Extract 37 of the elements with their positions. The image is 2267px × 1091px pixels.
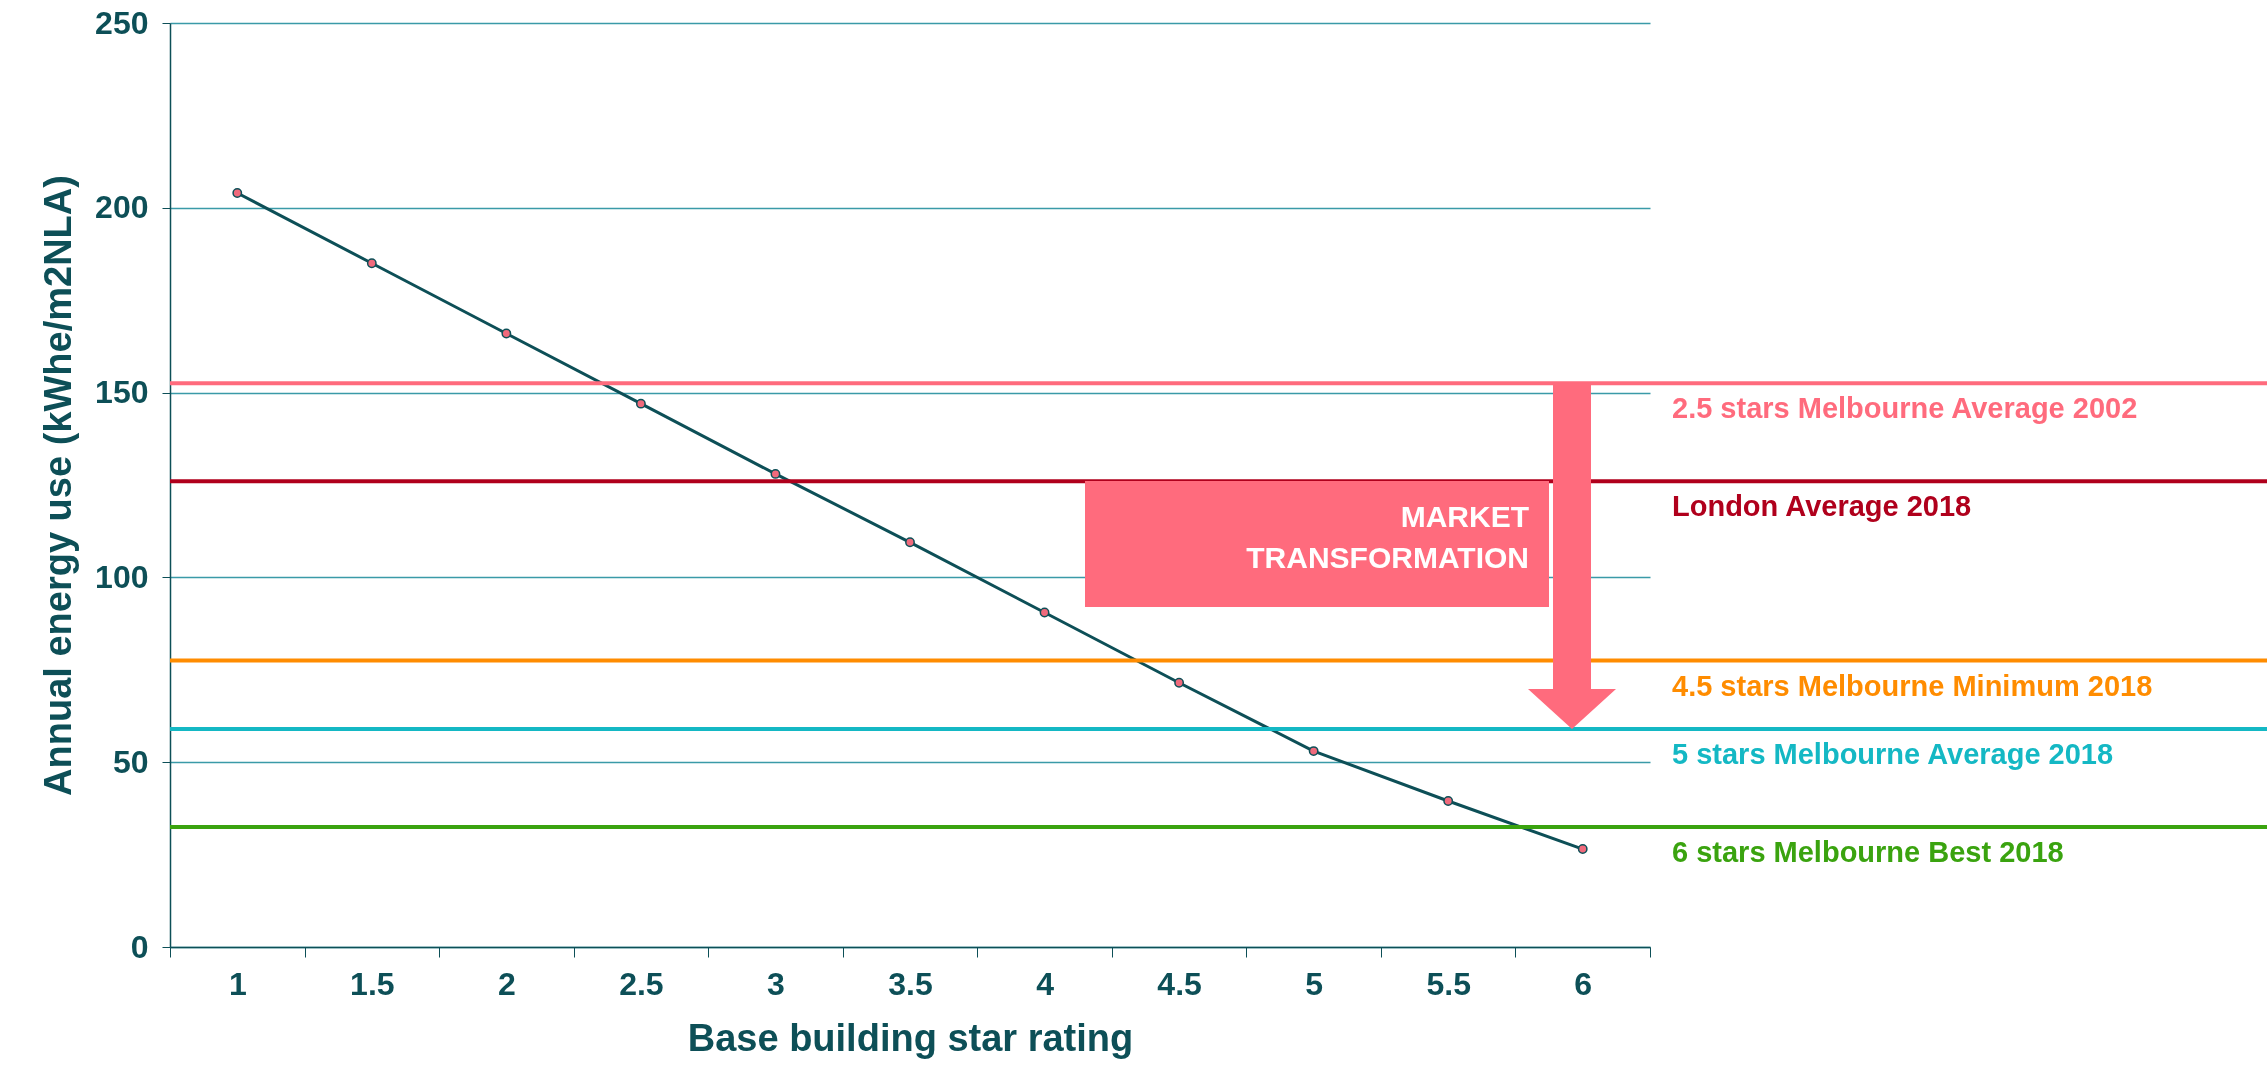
annotation: MARKET TRANSFORMATION [1245, 499, 1529, 576]
x-tick-label: 4 [1036, 965, 1055, 1002]
x-tick-label: 3 [767, 965, 785, 1002]
ref-line-label: 2.5 stars Melbourne Average 2002 [1672, 392, 2138, 425]
point [232, 188, 243, 198]
y-tick-label: 250 [95, 4, 149, 41]
x-tick-label: 1.5 [350, 965, 395, 1002]
ref-line-label: 5 stars Melbourne Average 2018 [1672, 737, 2114, 770]
point [905, 537, 915, 548]
point [1443, 796, 1454, 806]
x-tick-label: 5 [1305, 965, 1324, 1002]
point [635, 398, 646, 409]
point [1577, 844, 1588, 854]
ref-line-label: 6 stars Melbourne Best 2018 [1672, 835, 2064, 868]
x-tick-label: 2.5 [619, 965, 664, 1002]
x-tick-label: 4.5 [1157, 965, 1202, 1002]
ref-line-label: London Average 2018 [1672, 490, 1972, 523]
point [501, 328, 512, 339]
point [1174, 677, 1185, 688]
point [770, 468, 781, 479]
x-axis-title: Base building star rating [687, 1016, 1134, 1059]
ref-line-label: 4.5 stars Melbourne Minimum 2018 [1672, 669, 2153, 702]
label-box: MARKET TRANSFORMATION [1085, 481, 1549, 607]
y-tick-label: 150 [95, 374, 149, 411]
y-tick-label: 200 [95, 189, 149, 226]
y-tick-label: 0 [130, 928, 149, 965]
y-tick-label: 100 [95, 558, 149, 595]
x-tick-label: 3.5 [888, 965, 933, 1002]
x-tick-label: 2 [497, 965, 516, 1002]
y-axis-title: Annual energy use (kWhe/m2NLA) [37, 175, 80, 796]
y-tick-label: 50 [112, 743, 149, 780]
point [366, 258, 377, 269]
point [1039, 607, 1050, 618]
x-tick-label: 6 [1574, 965, 1593, 1002]
point [1308, 746, 1319, 757]
x-tick-label: 1 [228, 965, 247, 1002]
x-tick-label: 5.5 [1426, 965, 1471, 1002]
